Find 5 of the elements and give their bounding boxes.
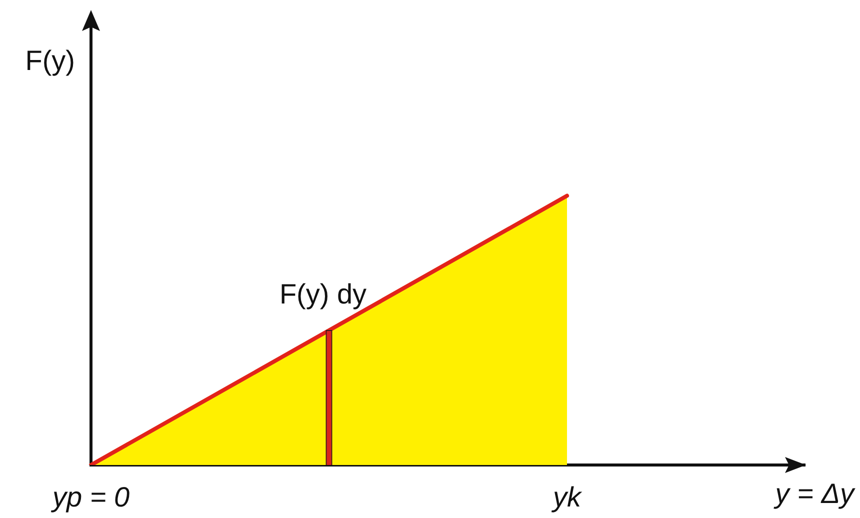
y-axis-title: F(y): [25, 45, 75, 76]
x-axis-title: y = Δy: [773, 478, 856, 509]
annotation: F(y) dy: [279, 278, 367, 310]
x-tick-label: yk: [551, 482, 583, 513]
x-tick-label: yp = 0: [50, 482, 130, 513]
